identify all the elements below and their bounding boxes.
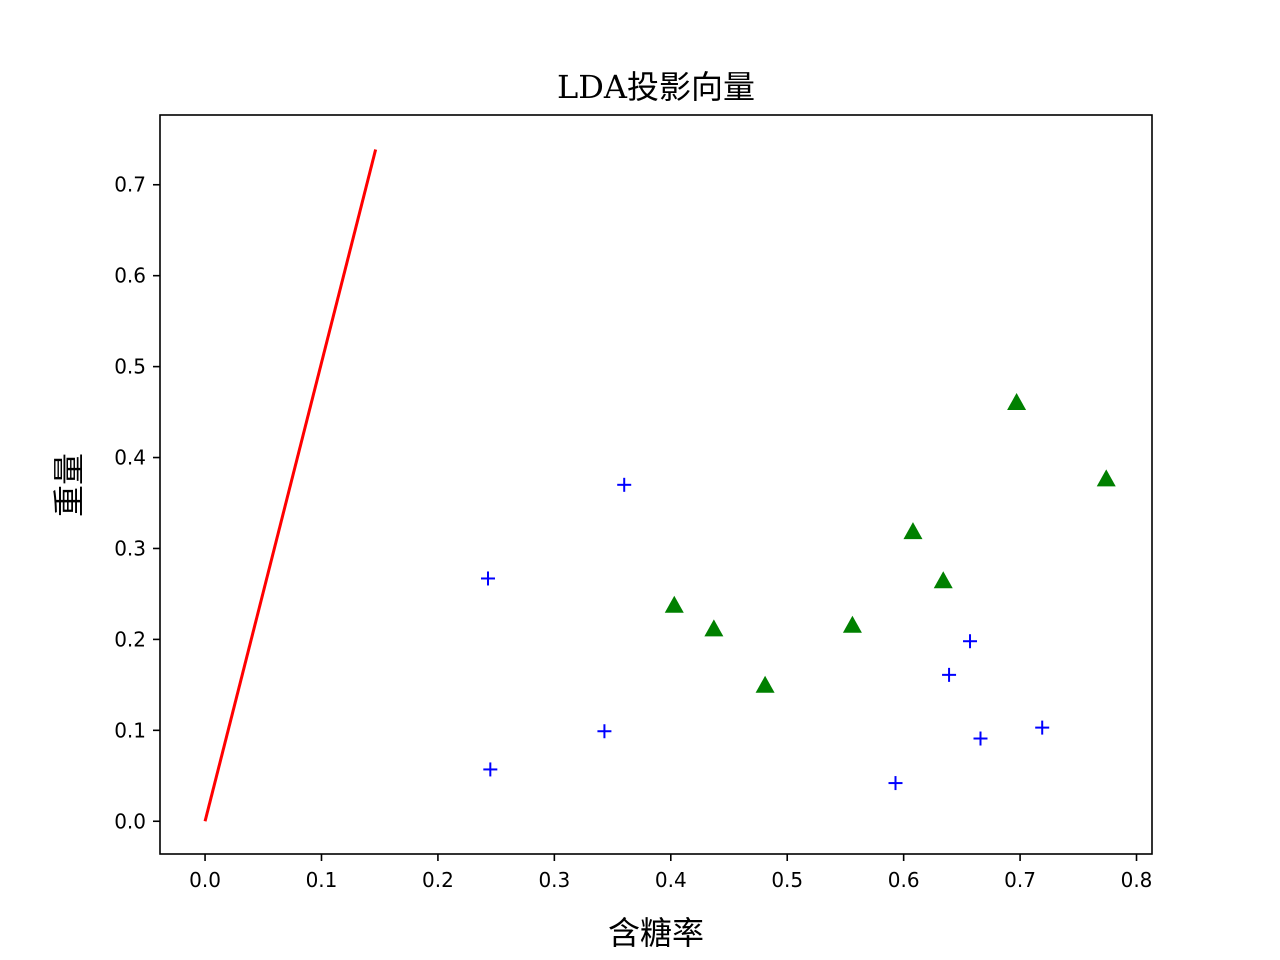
y-tick-label: 0.7 bbox=[114, 173, 146, 197]
y-tick-label: 0.6 bbox=[114, 264, 146, 288]
plus-point bbox=[617, 477, 632, 492]
x-tick-label: 0.3 bbox=[538, 868, 570, 892]
y-axis-label: 重量 bbox=[50, 453, 88, 517]
x-axis: 0.0 0.1 0.2 0.3 0.4 0.5 0.6 0.7 0.8 bbox=[189, 854, 1152, 892]
triangle-point bbox=[903, 522, 923, 540]
plus-point bbox=[973, 731, 988, 746]
triangle-point bbox=[1007, 392, 1027, 410]
x-tick-label: 0.2 bbox=[422, 868, 454, 892]
x-tick-label: 0.0 bbox=[189, 868, 221, 892]
plus-point bbox=[1035, 720, 1050, 735]
y-axis: 0.0 0.1 0.2 0.3 0.4 0.5 0.6 0.7 bbox=[114, 173, 160, 833]
y-tick-label: 0.1 bbox=[114, 718, 146, 742]
y-tick-label: 0.4 bbox=[114, 446, 146, 470]
chart-title: LDA投影向量 bbox=[557, 68, 755, 106]
projection-line bbox=[203, 149, 378, 822]
plot-frame bbox=[159, 114, 1153, 855]
y-tick-label: 0.5 bbox=[114, 355, 146, 379]
plus-point bbox=[480, 571, 495, 586]
y-tick-label: 0.3 bbox=[114, 536, 146, 560]
y-tick-label: 0.0 bbox=[114, 809, 146, 833]
plus-point bbox=[942, 667, 957, 682]
triangle-point bbox=[704, 619, 724, 637]
x-tick-label: 0.4 bbox=[655, 868, 687, 892]
triangle-point bbox=[842, 615, 862, 633]
x-tick-label: 0.8 bbox=[1121, 868, 1153, 892]
plus-point bbox=[597, 724, 612, 739]
plus-point bbox=[483, 762, 498, 777]
plot-area bbox=[203, 149, 1116, 822]
plus-point bbox=[963, 634, 978, 649]
x-tick-label: 0.7 bbox=[1004, 868, 1036, 892]
triangle-point bbox=[664, 595, 684, 613]
x-axis-label: 含糖率 bbox=[608, 914, 704, 952]
x-tick-label: 0.1 bbox=[306, 868, 338, 892]
y-tick-label: 0.2 bbox=[114, 627, 146, 651]
triangle-point bbox=[933, 571, 953, 589]
triangle-point bbox=[755, 675, 775, 693]
triangle-point bbox=[1096, 469, 1116, 487]
x-tick-label: 0.6 bbox=[888, 868, 920, 892]
plus-point bbox=[888, 776, 903, 791]
x-tick-label: 0.5 bbox=[771, 868, 803, 892]
